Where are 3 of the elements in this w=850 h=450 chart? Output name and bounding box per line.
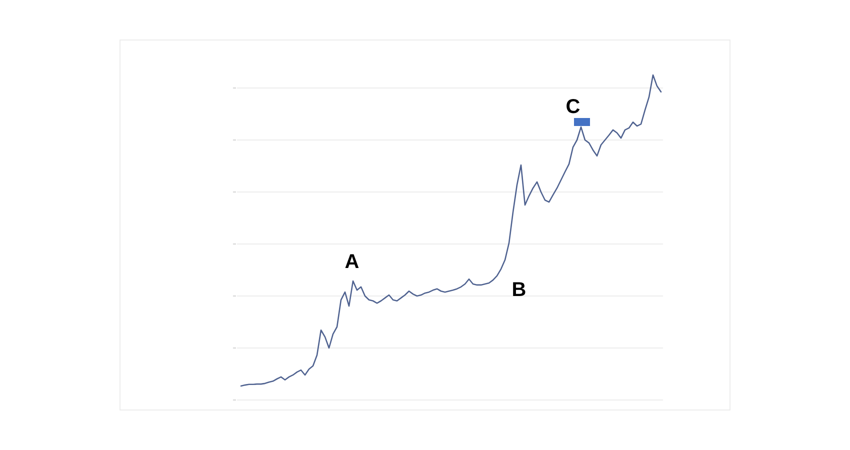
annotation: C [566, 96, 580, 118]
annotation: B [512, 279, 526, 301]
annotation: A [344, 251, 360, 274]
